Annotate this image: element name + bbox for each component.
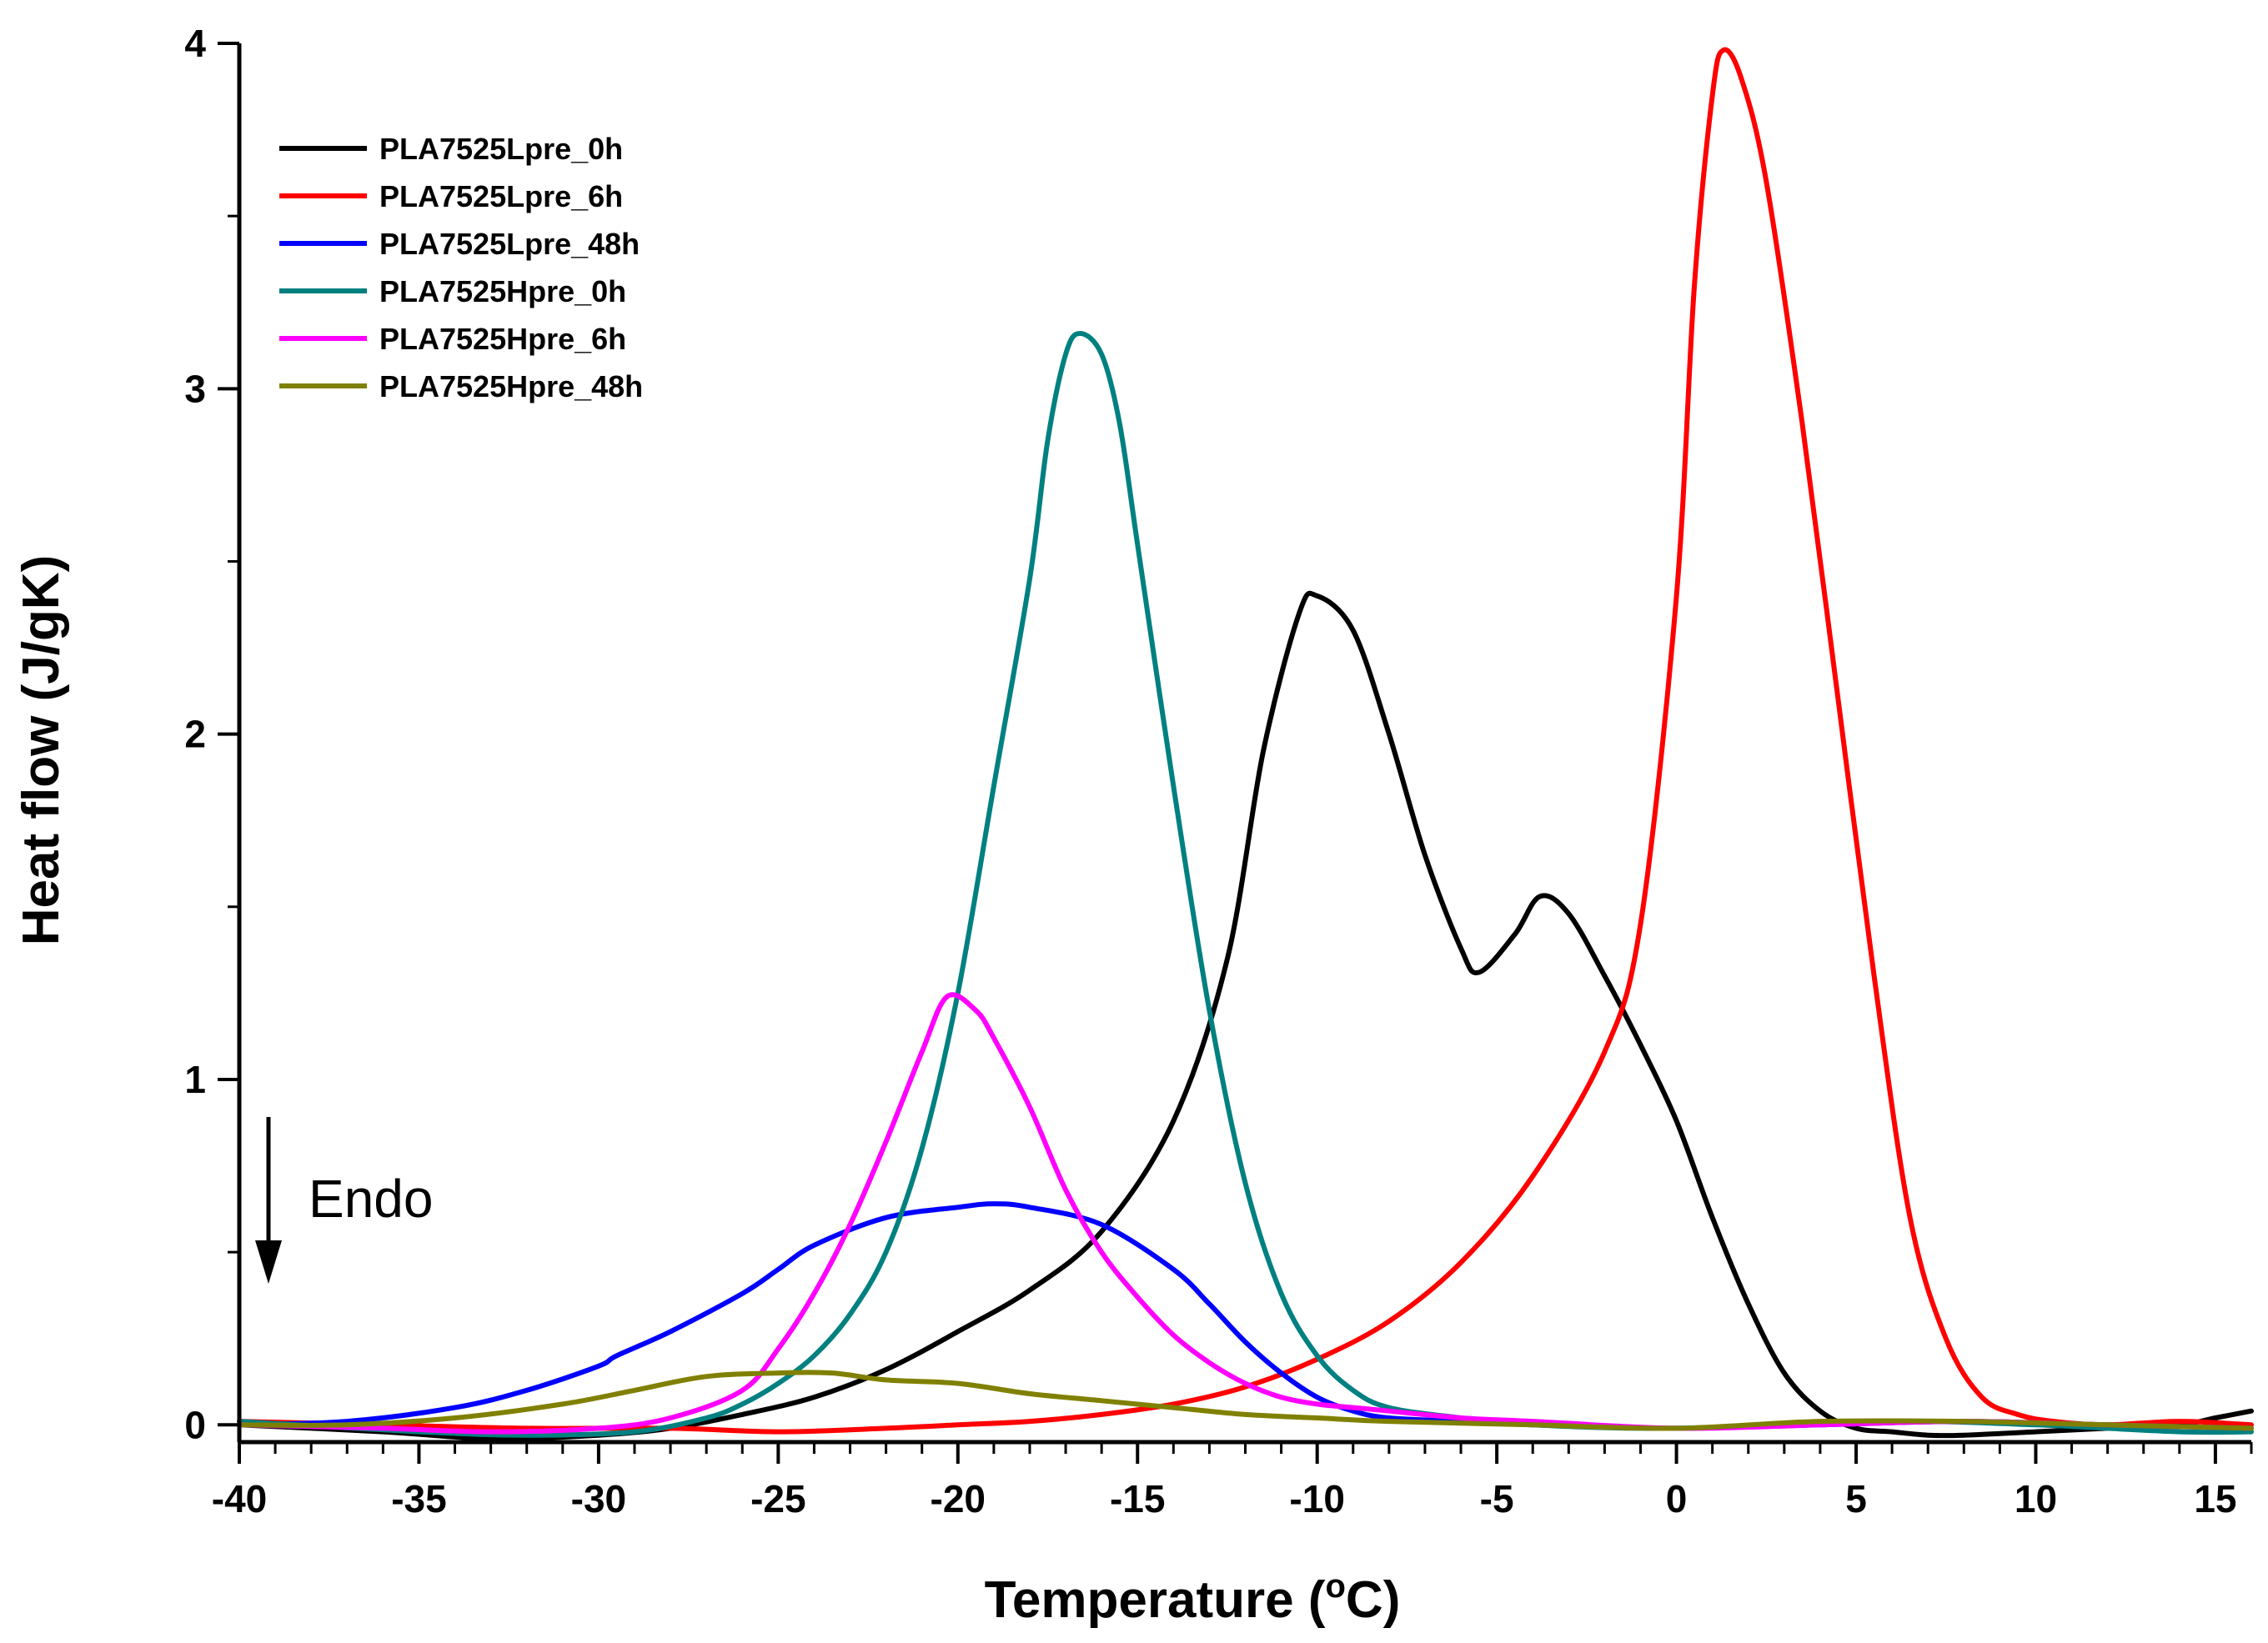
x-tick-label: 0 xyxy=(1666,1477,1688,1520)
x-tick-label: -40 xyxy=(212,1477,267,1520)
legend-label-6: PLA7525Hpre_48h xyxy=(379,369,643,403)
y-axis-title: Heat flow (J/gK) xyxy=(13,555,70,945)
series-line-2 xyxy=(237,47,2254,1435)
x-axis-title-unit: C) xyxy=(1346,1571,1400,1629)
legend-label-5: PLA7525Hpre_6h xyxy=(379,322,626,356)
y-tick-label: 4 xyxy=(184,22,206,65)
x-tick-label: -20 xyxy=(931,1477,986,1520)
endo-label: Endo xyxy=(309,1169,433,1229)
ticks: -40 -35 -30 -25 -20 -15 -10 -5 0 5 10 15 0 1 2 3 4 xyxy=(184,22,2253,1520)
x-tick-label: 5 xyxy=(1845,1477,1867,1520)
x-tick-label: -15 xyxy=(1110,1477,1165,1520)
y-tick-label: 2 xyxy=(184,713,206,756)
series-line-4 xyxy=(237,331,2254,1438)
x-tick-label: 15 xyxy=(2194,1477,2236,1520)
x-tick-label: 10 xyxy=(2015,1477,2057,1520)
legend-label-1: PLA7525Lpre_0h xyxy=(379,132,623,166)
endo-annotation: Endo xyxy=(255,1117,433,1284)
x-tick-label: -10 xyxy=(1289,1477,1344,1520)
series-layer xyxy=(237,47,2254,1441)
x-tick-label: -5 xyxy=(1480,1477,1514,1520)
series-line-5 xyxy=(237,992,2254,1435)
legend-label-3: PLA7525Lpre_48h xyxy=(379,227,640,261)
legend: PLA7525Lpre_0h PLA7525Lpre_6h PLA7525Lpre_… xyxy=(279,132,643,403)
x-axis-title: Temperature (oC) xyxy=(985,1568,1401,1629)
series-line-1 xyxy=(237,590,2254,1441)
x-axis-title-degree: o xyxy=(1325,1568,1345,1605)
series-line-3 xyxy=(237,1201,2254,1431)
endo-arrow-head xyxy=(255,1240,282,1284)
legend-label-2: PLA7525Lpre_6h xyxy=(379,179,623,213)
y-tick-label: 1 xyxy=(184,1058,206,1101)
y-tick-label: 3 xyxy=(184,367,206,410)
x-tick-label: -30 xyxy=(571,1477,626,1520)
series-line-6 xyxy=(237,1370,2254,1431)
x-axis-title-main: Temperature ( xyxy=(985,1571,1326,1629)
x-tick-label: -25 xyxy=(750,1477,805,1520)
x-tick-label: -35 xyxy=(391,1477,446,1520)
y-tick-label: 0 xyxy=(184,1403,206,1446)
legend-label-4: PLA7525Hpre_0h xyxy=(379,274,626,308)
